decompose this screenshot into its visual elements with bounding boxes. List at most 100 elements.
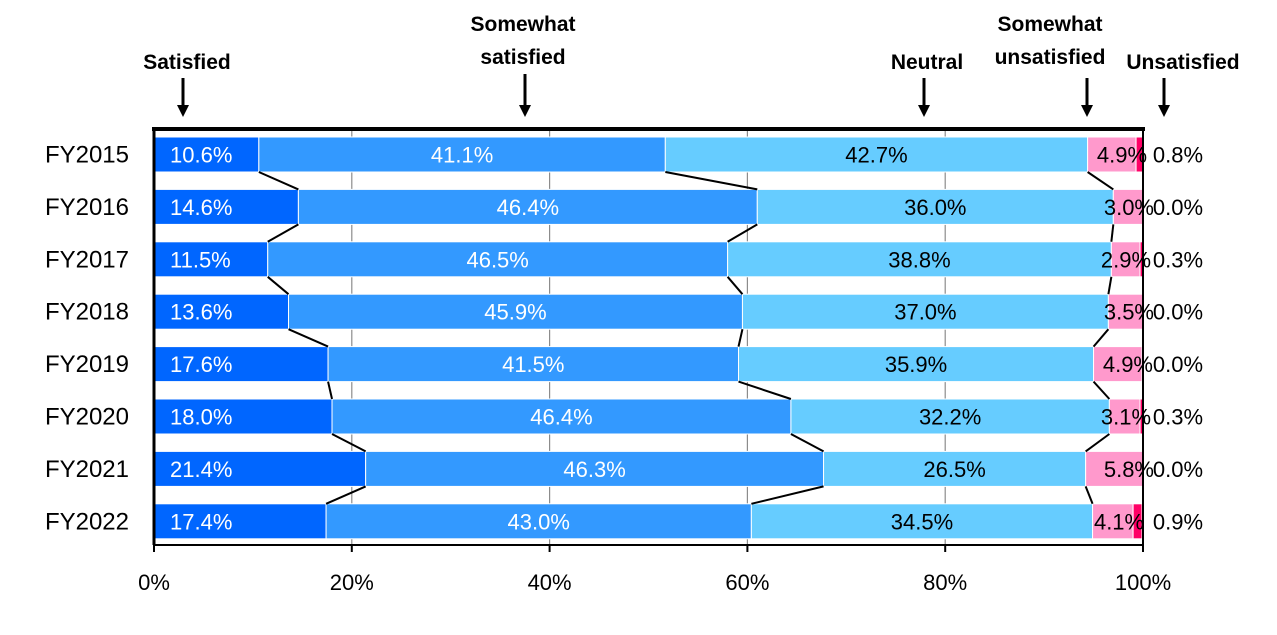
bar-segment — [664, 136, 1089, 173]
legend-label: Somewhat — [997, 13, 1102, 36]
x-tick-label: 20% — [330, 570, 374, 595]
category-label: FY2021 — [45, 456, 129, 483]
data-label: 11.5% — [170, 247, 231, 272]
data-label: 42.7% — [845, 143, 907, 168]
data-label: 43.0% — [508, 509, 570, 534]
legend-arrow-head — [177, 105, 189, 117]
data-label: 21.4% — [170, 457, 232, 482]
bar-segment — [365, 450, 825, 487]
bar-segment — [741, 293, 1109, 330]
connector-line — [1087, 171, 1114, 191]
connector-line — [1092, 328, 1110, 348]
legend-label: Neutral — [891, 51, 963, 74]
bar-segment — [823, 450, 1087, 487]
data-label: 0.8% — [1153, 143, 1203, 168]
bar-segment — [153, 293, 290, 330]
connector-line — [1092, 380, 1111, 400]
connector-line — [331, 433, 367, 453]
connector-line — [738, 380, 792, 400]
connector-line — [1110, 224, 1115, 242]
data-label: 4.9% — [1097, 143, 1147, 168]
x-tick-label: 40% — [528, 570, 572, 595]
connector-line — [267, 276, 290, 295]
category-label: FY2018 — [45, 299, 129, 326]
legend-arrow-head — [1081, 105, 1093, 117]
data-label: 4.9% — [1103, 352, 1153, 377]
legend-label: Somewhat — [470, 13, 575, 36]
bar-segment — [331, 398, 792, 435]
x-tick-label: 100% — [1115, 570, 1171, 595]
data-label: 0.9% — [1153, 509, 1203, 534]
x-tick-label: 0% — [138, 570, 170, 595]
data-label: 32.2% — [919, 405, 981, 430]
data-label: 10.6% — [170, 143, 232, 168]
connector-line — [267, 223, 299, 243]
bar-segment — [1092, 503, 1134, 540]
data-label: 5.8% — [1104, 457, 1154, 482]
data-label: 17.4% — [170, 509, 232, 534]
connector-line — [1084, 486, 1094, 505]
bar-segment — [790, 398, 1110, 435]
connector-line — [751, 485, 824, 505]
legend-arrow-head — [1158, 105, 1170, 117]
bar-segment — [1085, 450, 1144, 487]
data-label: 45.9% — [484, 300, 546, 325]
bar-segment — [1108, 398, 1141, 435]
data-label: 36.0% — [904, 195, 966, 220]
category-label: FY2017 — [45, 246, 129, 273]
bar-segment — [1112, 188, 1144, 225]
connector-line — [325, 485, 367, 505]
data-label: 2.9% — [1101, 247, 1151, 272]
data-label: 3.5% — [1104, 300, 1154, 325]
data-label: 0.3% — [1153, 247, 1203, 272]
bar-segment — [756, 188, 1114, 225]
bar-segment — [325, 503, 752, 540]
category-label: FY2015 — [45, 142, 129, 169]
connector-line — [1107, 276, 1113, 295]
bar-segment — [327, 346, 739, 383]
bar-segment — [153, 398, 333, 435]
bar-segment — [750, 503, 1094, 540]
bar-segment — [737, 346, 1095, 383]
data-label: 26.5% — [923, 457, 985, 482]
data-label: 34.5% — [891, 509, 953, 534]
data-label: 13.6% — [170, 300, 232, 325]
data-label: 41.5% — [502, 352, 564, 377]
bar-segment — [1087, 136, 1137, 173]
x-tick-label: 80% — [923, 570, 967, 595]
legend-label: satisfied — [480, 46, 565, 69]
data-label: 0.0% — [1153, 457, 1203, 482]
connector-line — [327, 381, 333, 400]
data-label: 38.8% — [888, 247, 950, 272]
data-label: 18.0% — [170, 405, 232, 430]
data-label: 0.0% — [1153, 300, 1203, 325]
connector-line — [258, 171, 299, 191]
legend-arrow-head — [918, 105, 930, 117]
bar-segment — [153, 346, 329, 383]
data-label: 35.9% — [885, 352, 947, 377]
data-label: 3.0% — [1104, 195, 1154, 220]
bar-segment — [153, 241, 269, 278]
category-label: FY2022 — [45, 508, 129, 535]
category-label: FY2019 — [45, 351, 129, 378]
data-label: 0.3% — [1153, 405, 1203, 430]
data-label: 41.1% — [431, 143, 493, 168]
bar-segment — [288, 293, 743, 330]
connector-line — [665, 171, 758, 191]
connector-line — [790, 433, 825, 453]
bar-segment — [727, 241, 1112, 278]
bar-segment — [267, 241, 729, 278]
data-label: 46.4% — [497, 195, 559, 220]
category-label: FY2020 — [45, 404, 129, 431]
bar-segment — [153, 136, 260, 173]
connector-line — [1085, 433, 1110, 453]
connector-line — [727, 223, 758, 243]
connector-line — [726, 276, 744, 295]
data-label: 46.4% — [530, 405, 592, 430]
legend-label: Unsatisfied — [1126, 51, 1239, 74]
data-label: 46.3% — [563, 457, 625, 482]
data-label: 14.6% — [170, 195, 232, 220]
bar-segment — [297, 188, 758, 225]
data-label: 46.5% — [466, 247, 528, 272]
